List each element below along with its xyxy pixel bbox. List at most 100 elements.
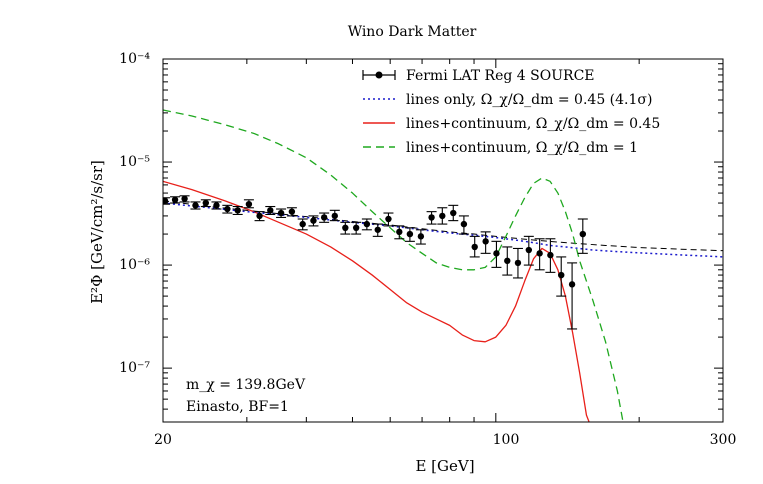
data-marker <box>234 207 241 214</box>
data-marker <box>213 202 220 209</box>
data-marker <box>493 250 500 257</box>
data-point <box>297 218 308 231</box>
legend-label-lines-only: lines only, Ω_χ/Ω_dm = 0.45 (4.1σ) <box>406 92 652 108</box>
data-point <box>491 240 502 268</box>
series-line-0 <box>163 202 723 258</box>
data-marker <box>460 220 468 228</box>
data-point <box>567 262 578 330</box>
series-line-3 <box>163 200 723 252</box>
data-point <box>232 205 243 216</box>
data-marker <box>385 215 392 223</box>
data-point <box>372 223 383 237</box>
annotation-mass: m_χ = 139.8GeV <box>186 377 306 393</box>
data-point <box>190 201 201 210</box>
data-point <box>394 225 405 240</box>
data-marker <box>547 251 554 259</box>
data-marker <box>331 212 338 220</box>
data-marker <box>310 217 317 224</box>
data-point <box>276 208 287 218</box>
data-marker <box>171 196 179 204</box>
data-point <box>502 246 513 276</box>
data-point <box>340 221 351 235</box>
data-marker <box>163 197 169 205</box>
data-marker <box>256 212 263 220</box>
data-point <box>577 218 588 254</box>
x-tick-label-20: 20 <box>154 432 172 448</box>
x-tick-label-100: 100 <box>493 432 520 448</box>
legend-data-marker <box>375 71 383 79</box>
y-tick-label-1e-5: 10⁻⁵ <box>119 154 150 170</box>
data-point <box>286 207 297 217</box>
data-point <box>523 235 534 266</box>
data-point <box>437 207 448 225</box>
data-point <box>556 256 567 297</box>
data-points <box>163 195 588 330</box>
data-point <box>222 204 233 214</box>
series-layer <box>163 109 723 422</box>
data-marker <box>363 220 371 228</box>
data-point <box>426 211 437 225</box>
data-point <box>179 195 190 203</box>
data-marker <box>288 208 296 215</box>
data-point <box>170 196 181 204</box>
data-marker <box>428 214 435 221</box>
data-marker <box>558 271 565 279</box>
data-marker <box>192 202 199 209</box>
annotation-profile: Einasto, BF=1 <box>186 399 289 415</box>
data-marker <box>536 250 543 257</box>
data-point <box>351 221 362 235</box>
data-marker <box>352 224 360 232</box>
data-marker <box>320 214 328 221</box>
data-point <box>469 235 480 258</box>
data-marker <box>579 230 587 238</box>
data-marker <box>181 195 188 202</box>
series-line-2 <box>163 109 624 422</box>
data-marker <box>202 199 210 207</box>
legend-label-continuum-1: lines+continuum, Ω_χ/Ω_dm = 1 <box>406 140 638 156</box>
data-marker <box>482 238 489 245</box>
data-point <box>458 215 469 235</box>
data-point <box>200 199 211 208</box>
data-marker <box>224 205 231 213</box>
data-point <box>415 229 426 245</box>
data-point <box>254 211 265 222</box>
data-marker <box>277 209 285 217</box>
chart-title: Wino Dark Matter <box>348 24 477 40</box>
data-marker <box>396 228 403 236</box>
x-axis-label: E [GeV] <box>415 457 474 475</box>
data-point <box>404 227 415 242</box>
data-point <box>211 201 222 210</box>
legend: Fermi LAT Reg 4 SOURCE lines only, Ω_χ/Ω… <box>362 68 660 156</box>
data-marker <box>406 230 414 238</box>
data-point <box>545 238 556 273</box>
data-marker <box>471 243 478 251</box>
data-point <box>319 212 330 223</box>
data-marker <box>299 220 306 228</box>
legend-label-fermi: Fermi LAT Reg 4 SOURCE <box>406 68 595 84</box>
data-marker <box>450 209 457 217</box>
y-tick-label-1e-6: 10⁻⁶ <box>119 257 150 273</box>
legend-label-continuum-045: lines+continuum, Ω_χ/Ω_dm = 0.45 <box>406 116 660 132</box>
data-marker <box>568 281 576 288</box>
y-tick-label-1e-4: 10⁻⁴ <box>119 51 150 67</box>
data-marker <box>267 207 274 214</box>
y-axis-label: E²Φ [GeV/cm²/s/sr] <box>88 160 106 304</box>
x-tick-label-300: 300 <box>710 432 737 448</box>
data-marker <box>504 257 511 265</box>
plot-frame <box>162 58 724 423</box>
axis-ticks <box>162 58 724 423</box>
data-marker <box>245 200 253 208</box>
data-marker <box>374 226 381 233</box>
data-marker <box>525 246 533 254</box>
data-marker <box>439 212 446 220</box>
data-point <box>512 247 523 279</box>
data-point <box>329 209 340 222</box>
data-point <box>243 199 254 209</box>
data-marker <box>514 259 522 267</box>
data-point <box>480 231 491 254</box>
data-point <box>448 204 459 222</box>
data-point <box>534 238 545 271</box>
y-tick-label-1e-7: 10⁻⁷ <box>119 360 150 376</box>
data-point <box>265 205 276 216</box>
